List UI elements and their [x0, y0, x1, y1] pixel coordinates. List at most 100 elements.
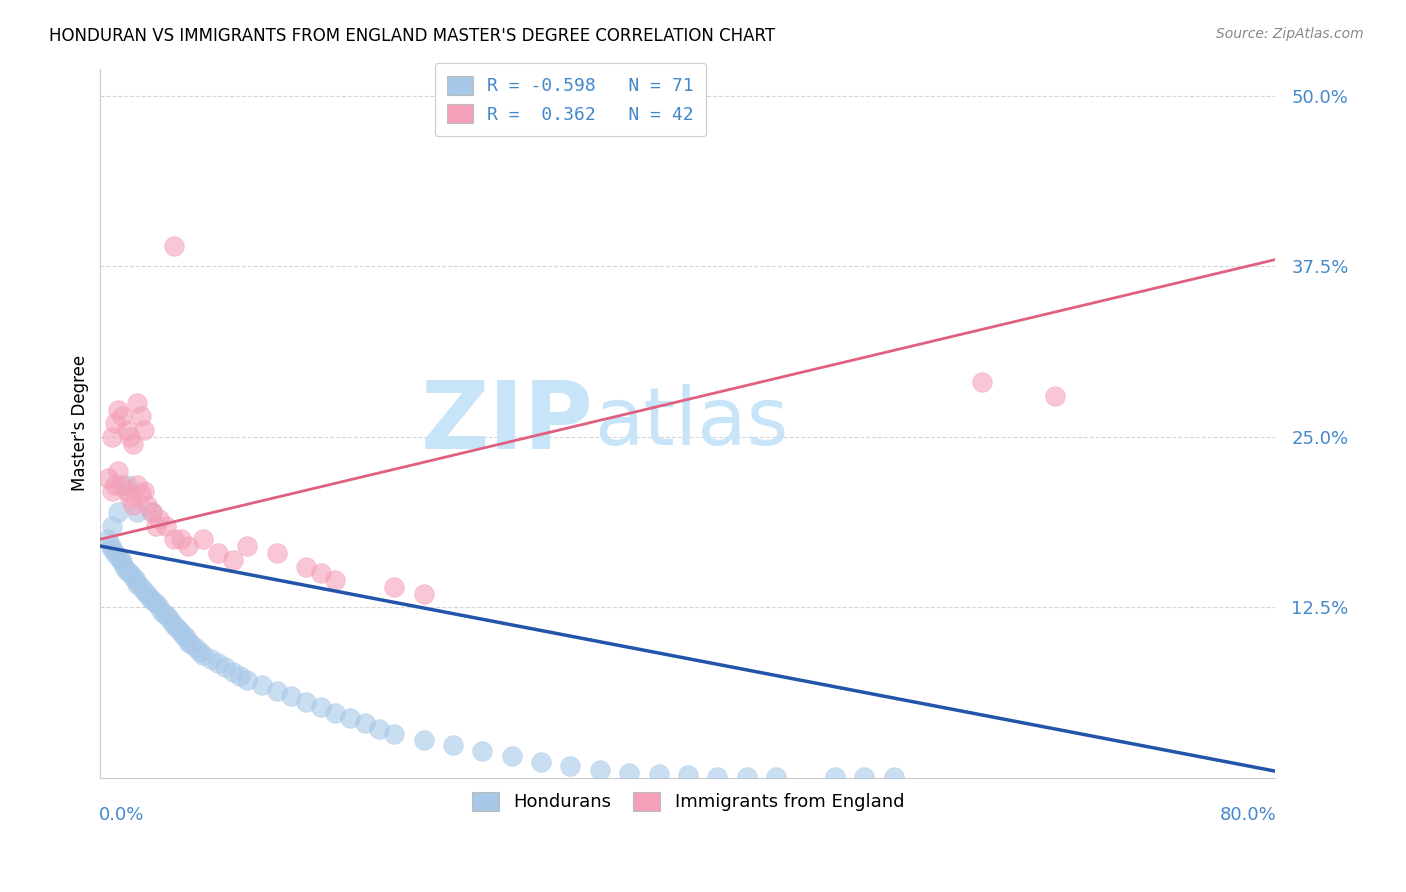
Point — [382, 580, 405, 594]
Point — [156, 610, 179, 624]
Point — [97, 471, 120, 485]
Point — [412, 732, 434, 747]
Point — [676, 768, 699, 782]
Point — [295, 559, 318, 574]
Point — [339, 711, 361, 725]
Legend: Hondurans, Immigrants from England: Hondurans, Immigrants from England — [464, 785, 911, 819]
Point — [121, 498, 143, 512]
Point — [142, 593, 165, 607]
Point — [501, 749, 523, 764]
Point — [107, 464, 129, 478]
Point — [1043, 389, 1066, 403]
Point — [101, 518, 124, 533]
Point — [163, 618, 186, 632]
Point — [735, 770, 758, 784]
Point — [115, 484, 138, 499]
Point — [148, 600, 170, 615]
Point — [100, 539, 122, 553]
Point — [184, 641, 207, 656]
Point — [824, 770, 846, 784]
Point — [193, 533, 215, 547]
Point — [560, 758, 582, 772]
Point — [104, 477, 127, 491]
Point — [295, 695, 318, 709]
Point — [111, 477, 134, 491]
Point — [236, 673, 259, 687]
Text: HONDURAN VS IMMIGRANTS FROM ENGLAND MASTER'S DEGREE CORRELATION CHART: HONDURAN VS IMMIGRANTS FROM ENGLAND MAST… — [49, 27, 775, 45]
Point — [250, 678, 273, 692]
Point — [104, 417, 127, 431]
Point — [115, 477, 138, 491]
Point — [706, 770, 728, 784]
Point — [141, 505, 163, 519]
Text: atlas: atlas — [593, 384, 789, 462]
Point — [101, 430, 124, 444]
Point — [136, 498, 159, 512]
Point — [280, 689, 302, 703]
Point — [153, 607, 176, 622]
Point — [174, 631, 197, 645]
Point — [193, 648, 215, 663]
Point — [124, 573, 146, 587]
Point — [530, 755, 553, 769]
Point — [177, 539, 200, 553]
Point — [134, 584, 156, 599]
Point — [853, 770, 876, 784]
Point — [150, 605, 173, 619]
Point — [325, 573, 347, 587]
Point — [177, 634, 200, 648]
Point — [145, 518, 167, 533]
Point — [115, 564, 138, 578]
Point — [589, 763, 612, 777]
Point — [200, 652, 222, 666]
Point — [309, 566, 332, 581]
Point — [169, 624, 191, 638]
Y-axis label: Master's Degree: Master's Degree — [72, 355, 89, 491]
Point — [214, 660, 236, 674]
Text: 0.0%: 0.0% — [100, 806, 145, 824]
Point — [107, 402, 129, 417]
Point — [207, 657, 229, 671]
Point — [125, 396, 148, 410]
Point — [266, 683, 288, 698]
Text: ZIP: ZIP — [420, 377, 593, 469]
Point — [97, 533, 120, 547]
Point — [136, 587, 159, 601]
Point — [101, 484, 124, 499]
Point — [765, 770, 787, 784]
Point — [118, 566, 141, 581]
Point — [104, 546, 127, 560]
Point — [188, 645, 211, 659]
Point — [617, 765, 640, 780]
Point — [163, 533, 186, 547]
Point — [155, 518, 177, 533]
Point — [148, 512, 170, 526]
Point — [647, 767, 669, 781]
Point — [412, 587, 434, 601]
Point — [163, 239, 186, 253]
Point — [170, 533, 193, 547]
Point — [118, 430, 141, 444]
Point — [471, 744, 494, 758]
Point — [166, 621, 188, 635]
Point — [107, 549, 129, 564]
Point — [125, 477, 148, 491]
Point — [266, 546, 288, 560]
Point — [101, 541, 124, 556]
Point — [325, 706, 347, 720]
Point — [441, 738, 464, 752]
Point — [229, 668, 252, 682]
Point — [141, 505, 163, 519]
Point — [121, 436, 143, 450]
Point — [125, 577, 148, 591]
Point — [368, 722, 391, 736]
Point — [134, 423, 156, 437]
Point — [134, 484, 156, 499]
Point — [118, 491, 141, 506]
Point — [115, 423, 138, 437]
Point — [207, 546, 229, 560]
Point — [353, 716, 375, 731]
Point — [125, 505, 148, 519]
Point — [131, 487, 153, 501]
Point — [110, 552, 132, 566]
